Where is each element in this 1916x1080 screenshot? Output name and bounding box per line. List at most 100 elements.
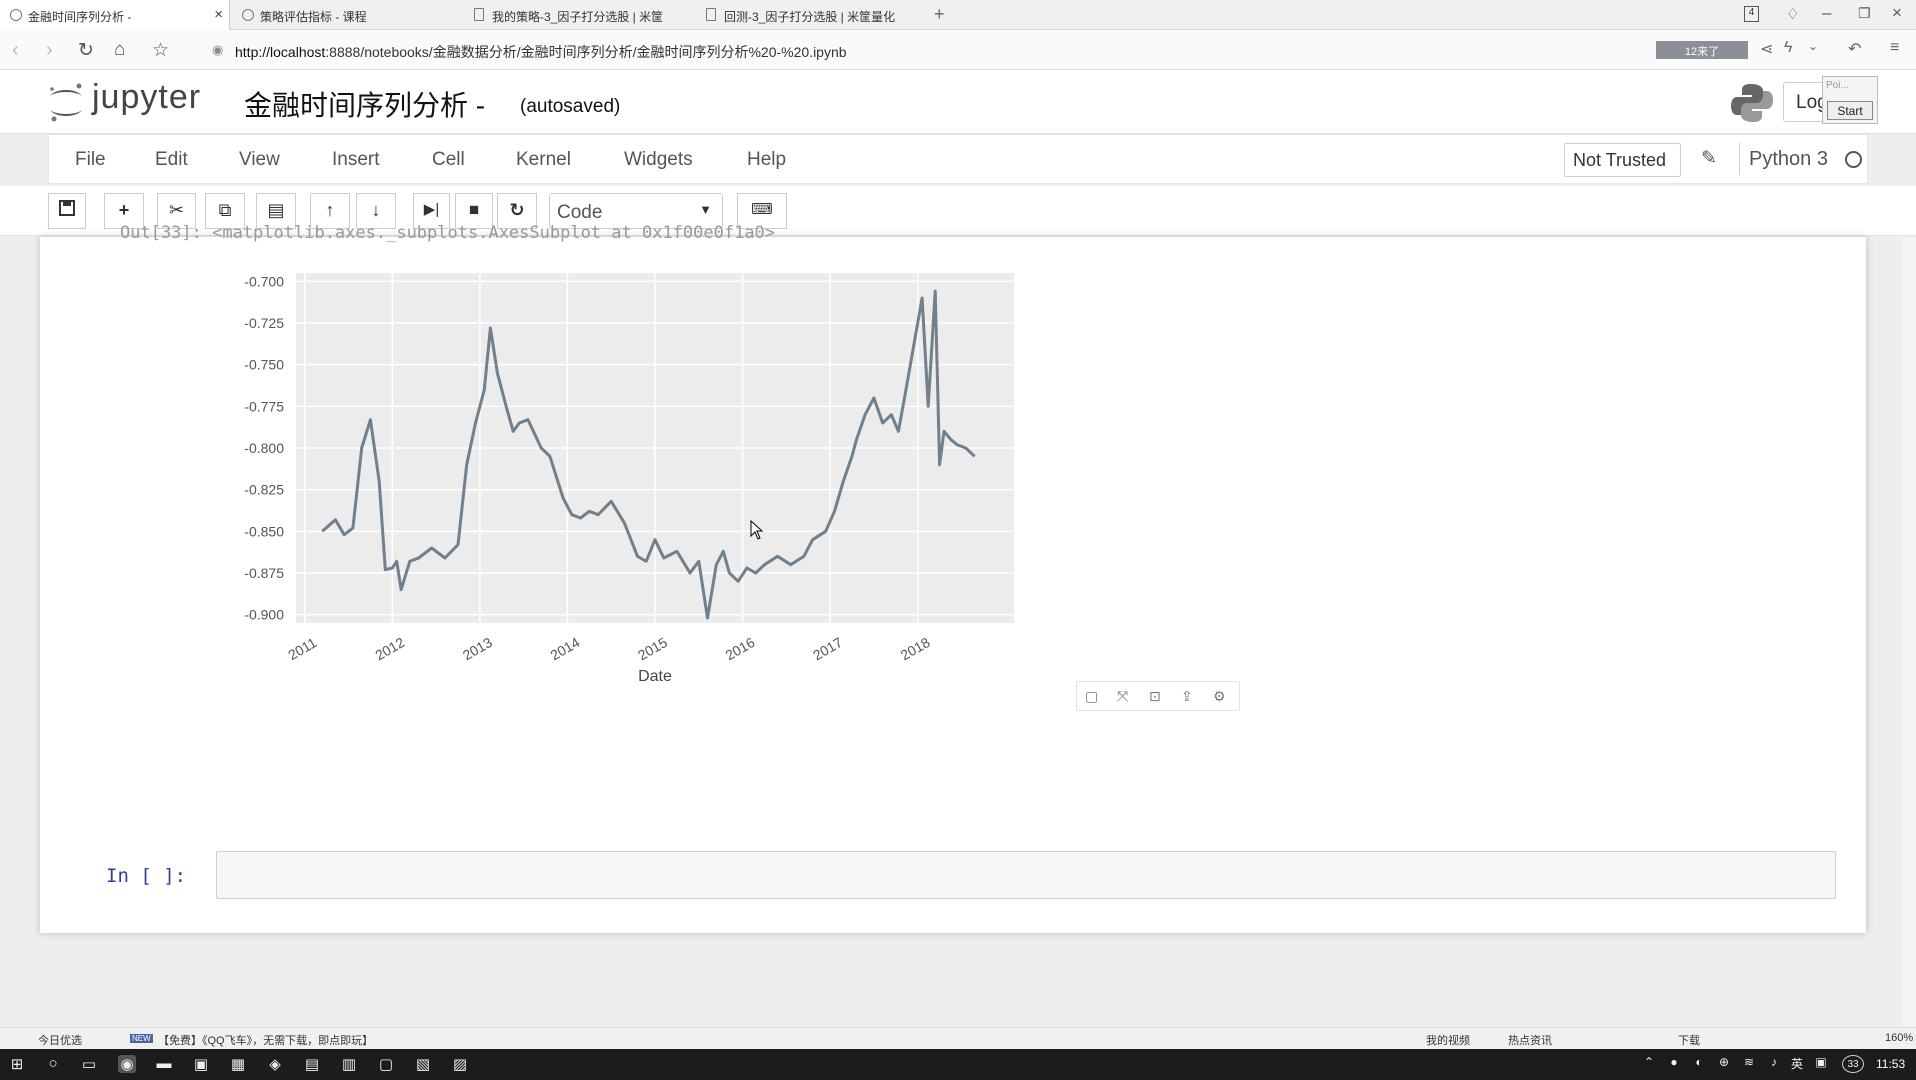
move-down-button[interactable]: ↓ (356, 193, 396, 229)
minimize-icon[interactable]: – (1822, 3, 1832, 22)
app-icon[interactable]: ▤ (304, 1056, 320, 1073)
start-button[interactable]: Start (1827, 101, 1873, 120)
menu-edit[interactable]: Edit (155, 149, 188, 170)
save-button[interactable] (48, 193, 86, 229)
menu-cell[interactable]: Cell (432, 149, 465, 170)
tab-count-badge[interactable]: 4 (1744, 6, 1759, 22)
move-up-button[interactable]: ↑ (310, 193, 350, 229)
undo-icon[interactable]: ↶ (1848, 41, 1862, 58)
floating-widget[interactable]: Poi... Start (1822, 76, 1878, 124)
windows-start-icon[interactable]: ⊞ (10, 1056, 24, 1073)
cut-button[interactable]: ✂ (157, 193, 196, 229)
export-icon[interactable]: ⇪ (1181, 688, 1193, 704)
menu-widgets[interactable]: Widgets (624, 149, 693, 170)
app-icon[interactable]: ▨ (452, 1056, 468, 1073)
tray-icon[interactable]: ⌃ (1643, 1055, 1655, 1069)
notebook-title[interactable]: 金融时间序列分析 - (244, 90, 486, 121)
menu-help[interactable]: Help (747, 149, 787, 170)
notebook-toolbar: + ✂ ⧉ ▤ ↑ ↓ ▶| ■ ↻ Code ▼ ⌨ (0, 186, 1916, 236)
extension-chip[interactable]: 12来了 (1656, 41, 1748, 59)
copy-button[interactable]: ⧉ (205, 193, 245, 229)
windows-taskbar: ⊞ ○ ▭ ◉ ▬ ▣ ▦ ◈ ▤ ▥ ▢ ▧ ▨ ⌃ ● ◐ ⊕ ≋ ♪ 英 … (0, 1049, 1916, 1080)
app-icon[interactable]: ▦ (230, 1056, 246, 1073)
star-icon[interactable]: ☆ (152, 40, 170, 61)
tray-icon[interactable]: ⊕ (1718, 1055, 1730, 1069)
tab-label: 策略评估指标 - 课程 (260, 10, 367, 24)
menu-icon[interactable]: ≡ (1890, 39, 1900, 56)
browser-app-icon[interactable]: ◉ (118, 1055, 136, 1073)
expand-icon[interactable]: ⤧ (1117, 688, 1129, 704)
status-video[interactable]: 我的视频 (1426, 1035, 1470, 1047)
menu-insert[interactable]: Insert (332, 149, 380, 170)
tray-icon[interactable]: ● (1670, 1055, 1678, 1069)
tray-icon[interactable]: ▣ (1815, 1055, 1827, 1069)
wifi-icon[interactable]: ≋ (1743, 1055, 1755, 1069)
task-view-icon[interactable]: ▭ (81, 1056, 97, 1073)
y-tick-label: -0.725 (244, 315, 284, 331)
jupyter-logo-icon[interactable] (46, 80, 86, 124)
run-button[interactable]: ▶| (413, 193, 450, 229)
url-host: http://localhost (235, 44, 326, 60)
menu-file[interactable]: File (75, 149, 106, 170)
settings-gear-icon[interactable]: ⚙ (1213, 688, 1226, 704)
plot-toolbar: ▢ ⤧ ⊡ ⇪ ⚙ (1076, 681, 1240, 711)
ime-indicator[interactable]: 英 (1790, 1057, 1803, 1071)
reload-icon[interactable]: ↻ (78, 40, 94, 61)
tray-icon[interactable]: ◐ (1695, 1055, 1703, 1069)
tab-label: 金融时间序列分析 - (28, 10, 132, 24)
new-tab-icon[interactable]: + (934, 4, 945, 24)
autosave-status: (autosaved) (520, 96, 621, 117)
tab-label: 回测-3_因子打分选股 | 米筐量化 (724, 10, 896, 24)
status-news[interactable]: 【免费】《QQ飞车》，无需下载，即点即玩】 (158, 1035, 374, 1047)
select-icon[interactable]: ▢ (1085, 688, 1099, 704)
app-icon[interactable]: ▧ (415, 1056, 431, 1073)
search-icon[interactable]: ○ (48, 1055, 58, 1072)
cell-type-select[interactable]: Code ▼ (549, 193, 723, 229)
explorer-app-icon[interactable]: ▬ (156, 1055, 172, 1072)
status-hot-news[interactable]: 热点资讯 (1508, 1035, 1552, 1047)
tab-strategy[interactable]: 我的策略-3_因子打分选股 | 米筐 (464, 0, 692, 30)
menu-kernel[interactable]: Kernel (516, 149, 571, 170)
zoom-level[interactable]: 160% (1885, 1032, 1914, 1044)
loading-icon (10, 9, 22, 21)
notification-badge[interactable]: 33 (1842, 1055, 1864, 1073)
browser-status-bar: 今日优选 NEW 【免费】《QQ飞车》，无需下载，即点即玩】 我的视频 热点资讯… (0, 1027, 1916, 1049)
forward-icon[interactable]: › (46, 39, 53, 61)
status-today[interactable]: 今日优选 (38, 1035, 82, 1047)
flash-icon[interactable]: ϟ (1784, 39, 1793, 56)
status-download[interactable]: 下载 (1678, 1035, 1700, 1047)
tab-label: 我的策略-3_因子打分选股 | 米筐 (492, 10, 664, 24)
app-icon[interactable]: ◈ (269, 1056, 281, 1073)
y-tick-label: -0.825 (244, 482, 284, 498)
close-window-icon[interactable]: × (1892, 3, 1902, 22)
tab-course[interactable]: 策略评估指标 - 课程 (232, 0, 460, 30)
menu-view[interactable]: View (239, 149, 280, 170)
url-field[interactable]: http://localhost:8888/notebooks/金融数据分析/金… (235, 42, 847, 62)
shirt-icon[interactable]: ♢ (1786, 6, 1800, 23)
restart-button[interactable]: ↻ (497, 193, 537, 229)
chevron-down-icon[interactable]: ⌄ (1808, 39, 1819, 53)
volume-icon[interactable]: ♪ (1771, 1055, 1777, 1069)
pencil-icon[interactable]: ✎ (1701, 148, 1717, 169)
interrupt-button[interactable]: ■ (455, 193, 493, 229)
address-bar: ‹ › ↻ ⌂ ☆ ◉ http://localhost:8888/notebo… (0, 30, 1916, 70)
save-image-icon[interactable]: ⊡ (1149, 688, 1161, 704)
tab-jupyter[interactable]: 金融时间序列分析 - × (0, 0, 230, 30)
page-scrollbar[interactable] (1902, 237, 1916, 1027)
share-icon[interactable]: ⋖ (1760, 41, 1774, 58)
home-icon[interactable]: ⌂ (114, 39, 126, 60)
insert-cell-button[interactable]: + (104, 193, 144, 229)
app-icon[interactable]: ▥ (341, 1056, 357, 1073)
browser-tab-bar: 金融时间序列分析 - × 策略评估指标 - 课程 我的策略-3_因子打分选股 |… (0, 0, 1916, 30)
code-cell-input[interactable] (216, 851, 1836, 899)
app-icon[interactable]: ▣ (193, 1056, 209, 1073)
close-tab-icon[interactable]: × (214, 6, 223, 23)
restore-icon[interactable]: ❐ (1858, 5, 1871, 21)
trust-indicator[interactable]: Not Trusted (1564, 143, 1681, 177)
back-icon[interactable]: ‹ (12, 39, 19, 61)
app-icon[interactable]: ▢ (378, 1056, 394, 1073)
tab-backtest[interactable]: 回测-3_因子打分选股 | 米筐量化 (696, 0, 924, 30)
paste-button[interactable]: ▤ (256, 193, 296, 229)
command-palette-button[interactable]: ⌨ (737, 193, 787, 229)
jupyter-wordmark[interactable]: jupyter (92, 78, 202, 116)
